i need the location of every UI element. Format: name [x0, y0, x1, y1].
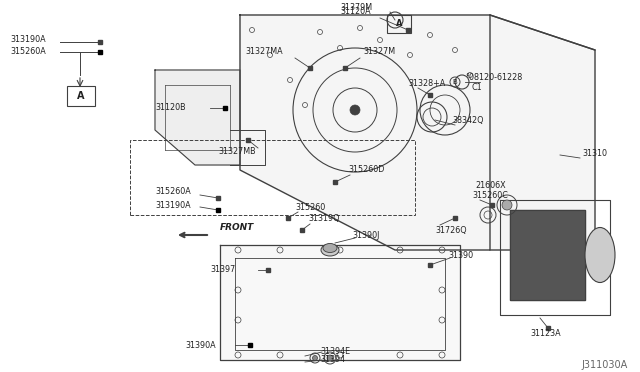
Ellipse shape	[323, 244, 337, 253]
Text: 315260C: 315260C	[472, 192, 508, 201]
Text: 31310: 31310	[582, 150, 607, 158]
Polygon shape	[155, 70, 240, 165]
Bar	[130, 140, 415, 215]
Polygon shape	[220, 245, 460, 360]
Ellipse shape	[585, 228, 615, 282]
Text: 38342Q: 38342Q	[452, 115, 483, 125]
Polygon shape	[510, 210, 585, 300]
Text: 31327MB: 31327MB	[218, 148, 255, 157]
Text: A: A	[77, 91, 84, 101]
Text: 315260A: 315260A	[155, 187, 191, 196]
Circle shape	[350, 105, 360, 115]
Text: 315260A: 315260A	[10, 46, 45, 55]
Text: 315260: 315260	[295, 202, 325, 212]
Text: 31726Q: 31726Q	[435, 227, 467, 235]
Text: 31390: 31390	[448, 250, 473, 260]
Circle shape	[312, 356, 317, 360]
Text: 31328+A: 31328+A	[408, 80, 445, 89]
Circle shape	[502, 200, 512, 210]
Text: 31394: 31394	[320, 356, 345, 365]
Text: 31390J: 31390J	[352, 231, 380, 240]
Text: 21606X: 21606X	[475, 180, 506, 189]
Text: 31120A: 31120A	[340, 7, 371, 16]
Text: 31319Q: 31319Q	[308, 215, 339, 224]
Polygon shape	[240, 15, 490, 250]
Text: 31379M: 31379M	[340, 3, 372, 13]
Text: 31394E: 31394E	[320, 347, 350, 356]
Text: 31327M: 31327M	[363, 48, 395, 57]
Text: °08120-61228: °08120-61228	[465, 74, 522, 83]
Text: 31397: 31397	[210, 266, 236, 275]
Text: 313190A: 313190A	[155, 201, 191, 209]
Text: 31327MA: 31327MA	[245, 48, 283, 57]
Text: A: A	[396, 19, 403, 29]
Text: B: B	[452, 79, 458, 85]
Text: 313190A: 313190A	[10, 35, 45, 45]
Text: J311030A: J311030A	[582, 360, 628, 370]
Text: 31390A: 31390A	[185, 340, 216, 350]
Text: 315260D: 315260D	[348, 166, 385, 174]
Text: C1: C1	[472, 83, 483, 93]
Ellipse shape	[321, 244, 339, 256]
Circle shape	[327, 355, 333, 361]
Text: FRONT: FRONT	[220, 224, 254, 232]
Text: 31120B: 31120B	[155, 103, 186, 112]
Polygon shape	[490, 15, 595, 250]
Text: 31123A: 31123A	[530, 328, 561, 337]
